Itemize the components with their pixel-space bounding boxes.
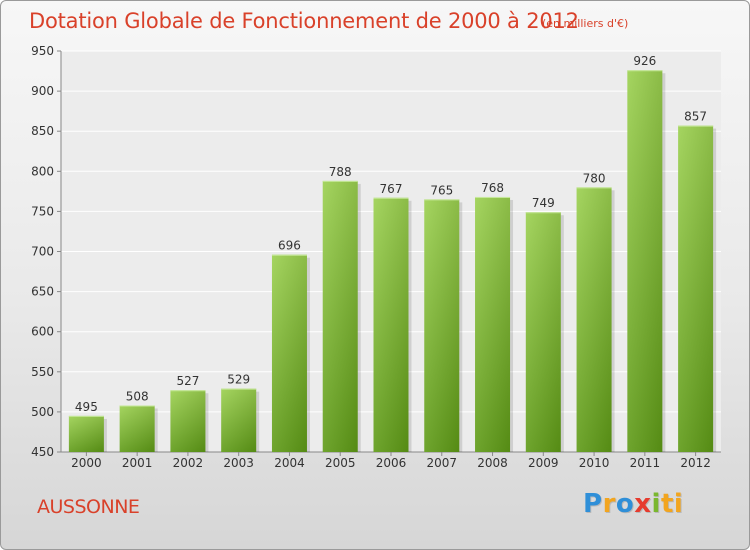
bar-highlight: [525, 212, 561, 452]
x-tick-label: 2008: [477, 456, 508, 470]
data-label: 767: [380, 182, 403, 196]
y-tick-label: 500: [31, 405, 54, 419]
data-label: 788: [329, 165, 352, 179]
chart-subtitle: (en milliers d'€): [542, 17, 629, 30]
place-name: AUSSONNE: [37, 496, 140, 518]
data-label: 696: [278, 239, 301, 253]
y-tick-label: 950: [31, 44, 54, 58]
proxiti-logo: Proxiti: [583, 489, 684, 519]
bar-highlight: [475, 196, 511, 452]
x-tick-label: 2004: [274, 456, 305, 470]
y-tick-label: 750: [31, 204, 54, 218]
bar-highlight: [678, 125, 714, 452]
data-label: 527: [176, 374, 199, 388]
data-label: 508: [126, 389, 149, 403]
bar-highlight: [373, 197, 409, 452]
y-tick-label: 700: [31, 245, 54, 259]
y-tick-label: 450: [31, 445, 54, 459]
data-label: 857: [684, 110, 707, 124]
bar-highlight: [170, 390, 206, 452]
bar-highlight: [322, 180, 358, 452]
data-label: 495: [75, 400, 98, 414]
y-tick-label: 800: [31, 164, 54, 178]
x-tick-label: 2011: [630, 456, 661, 470]
data-label: 768: [481, 181, 504, 195]
x-tick-label: 2005: [325, 456, 356, 470]
y-tick-label: 550: [31, 365, 54, 379]
x-tick-label: 2000: [71, 456, 102, 470]
x-tick-label: 2006: [376, 456, 407, 470]
x-tick-label: 2010: [579, 456, 610, 470]
x-tick-label: 2007: [426, 456, 457, 470]
y-tick-label: 600: [31, 325, 54, 339]
data-label: 529: [227, 373, 250, 387]
x-tick-label: 2009: [528, 456, 559, 470]
y-tick-label: 900: [31, 84, 54, 98]
data-label: 765: [430, 183, 453, 197]
data-label: 780: [583, 171, 606, 185]
bar-highlight: [576, 187, 612, 452]
y-tick-label: 650: [31, 285, 54, 299]
bar-highlight: [119, 405, 155, 452]
bar-highlight: [221, 388, 257, 452]
bar-highlight: [424, 199, 460, 452]
data-label: 749: [532, 196, 555, 210]
chart-title: Dotation Globale de Fonctionnement de 20…: [29, 9, 579, 33]
bar-highlight: [68, 415, 104, 452]
x-tick-label: 2001: [122, 456, 153, 470]
bar-highlight: [271, 254, 307, 452]
y-tick-label: 850: [31, 124, 54, 138]
x-tick-label: 2003: [223, 456, 254, 470]
x-tick-label: 2012: [680, 456, 711, 470]
bar-highlight: [627, 70, 663, 453]
data-label: 926: [633, 54, 656, 68]
x-tick-label: 2002: [173, 456, 204, 470]
